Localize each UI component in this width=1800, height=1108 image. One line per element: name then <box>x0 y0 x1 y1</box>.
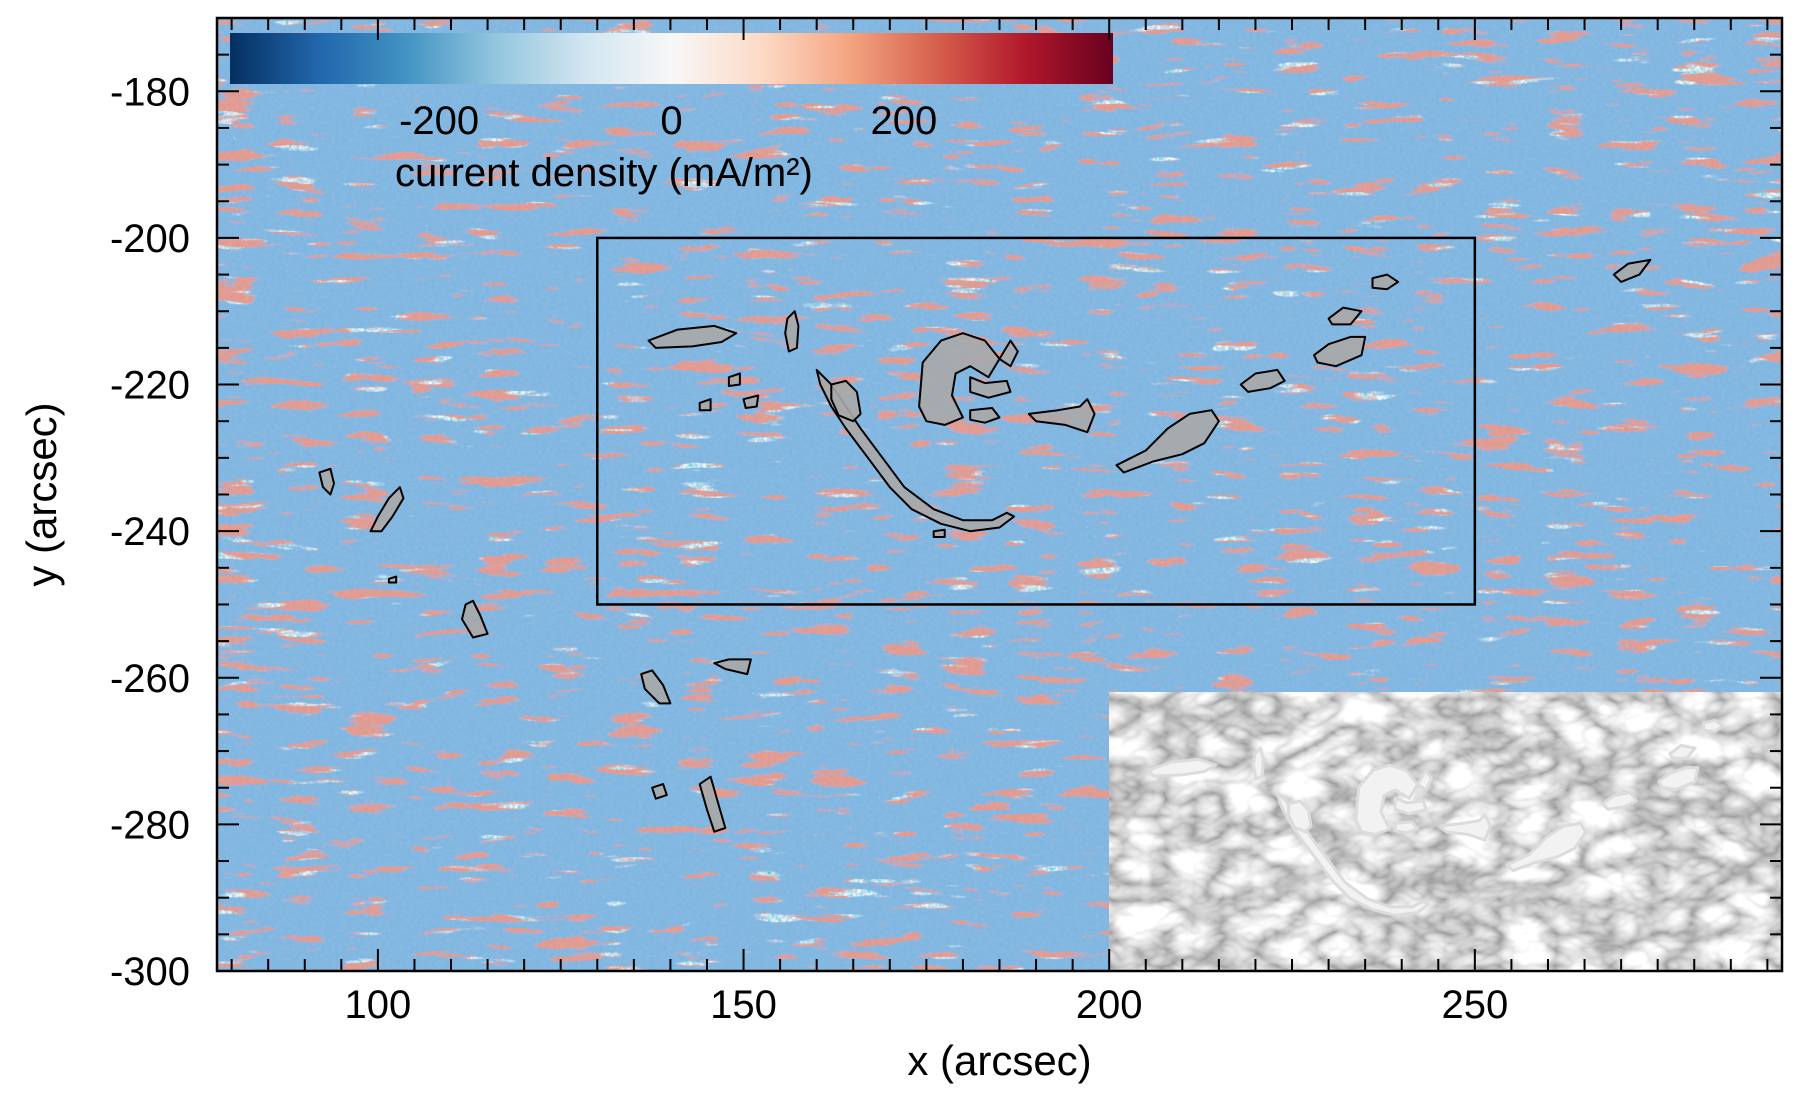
contour-c26 <box>651 783 668 800</box>
contour-c13 <box>1327 306 1363 326</box>
x-tick-label: 200 <box>1076 983 1143 1027</box>
colorbar-tick-label: 0 <box>660 99 682 143</box>
plot-area <box>217 18 1782 971</box>
contour-c21 <box>369 486 405 533</box>
contour-c2 <box>784 310 800 353</box>
y-tick-label: -180 <box>110 70 190 114</box>
inset-bright-c14 <box>1702 718 1725 733</box>
x-tick-label: 250 <box>1441 983 1508 1027</box>
contour-c22 <box>461 599 489 639</box>
contour-c7 <box>998 339 1019 368</box>
inset-bright-c5 <box>1354 763 1420 836</box>
contour-c27 <box>698 775 727 833</box>
contour-c10 <box>1115 409 1220 474</box>
colorbar-title: current density (mA/m²) <box>395 151 813 195</box>
inset-bright-c12 <box>1657 766 1700 792</box>
inset-bright-c11 <box>1601 791 1638 811</box>
contour-c17 <box>742 394 760 409</box>
contour-c8 <box>969 407 1001 424</box>
inset-bright-c1 <box>1146 757 1218 778</box>
region-box <box>596 236 1477 606</box>
y-tick-label: -300 <box>110 950 190 994</box>
axis-labels: -200 0 200 100 150 200 250 -300 -280 -260 -240 -220… <box>110 70 1508 1027</box>
contour-c15 <box>932 528 946 538</box>
x-axis-title: x (arcsec) <box>907 1037 1091 1084</box>
inset-bright-c7 <box>1416 768 1434 792</box>
inset-bright-c8 <box>1393 820 1420 835</box>
colorbar-tick-label: -200 <box>399 99 479 143</box>
contour-c11 <box>1239 368 1286 393</box>
inset-bright-c13 <box>1668 743 1697 760</box>
y-axis-title: y (arcsec) <box>18 402 65 586</box>
x-tick-label: 100 <box>345 983 412 1027</box>
contour-c25 <box>713 658 752 676</box>
inset-bright-c4 <box>1287 799 1313 834</box>
inset-bright-c9 <box>1438 813 1492 842</box>
contour-c12 <box>1313 335 1367 368</box>
inset-bright-c3 <box>1275 791 1431 917</box>
contour-c5 <box>918 332 1001 426</box>
inset-image <box>1109 692 1782 971</box>
contour-c23 <box>387 575 398 584</box>
y-tick-label: -280 <box>110 803 190 847</box>
y-tick-label: -240 <box>110 510 190 554</box>
contours <box>318 258 1652 833</box>
colorbar-gradient <box>230 33 1113 84</box>
colorbar-tick-label: 200 <box>870 99 937 143</box>
inset-bright-c10 <box>1505 821 1588 873</box>
contour-c3 <box>815 368 1016 533</box>
inset-bright-c2 <box>1251 746 1265 781</box>
x-tick-label: 150 <box>710 983 777 1027</box>
contour-c19 <box>1612 258 1652 283</box>
y-tick-label: -260 <box>110 657 190 701</box>
contour-c14 <box>1371 273 1400 291</box>
contour-c18 <box>698 398 712 412</box>
contour-c9 <box>1027 398 1096 434</box>
inset-bright-c6 <box>1393 796 1428 816</box>
contour-c6 <box>969 376 1012 399</box>
axis-ticks <box>217 17 1782 972</box>
colorbar <box>230 33 1113 84</box>
contour-c24 <box>640 669 672 705</box>
contour-c1 <box>647 324 738 349</box>
contour-c16 <box>727 372 741 387</box>
contour-c20 <box>318 467 335 496</box>
y-tick-label: -220 <box>110 364 190 408</box>
contour-c4 <box>830 379 862 423</box>
y-tick-label: -200 <box>110 217 190 261</box>
